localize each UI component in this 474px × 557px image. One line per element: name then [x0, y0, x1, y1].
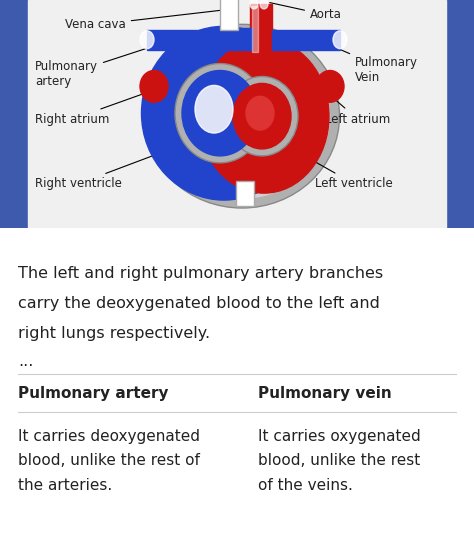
Ellipse shape [260, 0, 268, 9]
Text: of the veins.: of the veins. [258, 477, 353, 492]
Text: It carries oxygenated: It carries oxygenated [258, 429, 421, 444]
Text: blood, unlike the rest: blood, unlike the rest [258, 453, 420, 468]
Ellipse shape [140, 71, 168, 102]
Ellipse shape [250, 0, 258, 9]
Text: Vena cava: Vena cava [65, 10, 221, 31]
Text: Left atrium: Left atrium [322, 88, 390, 126]
Bar [220, 0, 238, 30]
Text: Pulmonary
artery: Pulmonary artery [35, 42, 164, 89]
Ellipse shape [246, 96, 274, 130]
Ellipse shape [233, 84, 291, 149]
Text: Right atrium: Right atrium [35, 87, 161, 126]
Bar [446, 0, 474, 228]
Ellipse shape [140, 31, 154, 48]
Ellipse shape [182, 71, 258, 156]
Bar [217, 28, 252, 50]
Ellipse shape [226, 76, 298, 156]
Ellipse shape [142, 26, 307, 200]
Text: Pulmonary
Vein: Pulmonary Vein [325, 43, 418, 84]
Text: It carries deoxygenated: It carries deoxygenated [18, 429, 200, 444]
Text: Aorta: Aorta [270, 3, 342, 21]
Bar [236, 180, 254, 206]
Text: blood, unlike the rest of: blood, unlike the rest of [18, 453, 200, 468]
Text: ...: ... [18, 354, 33, 369]
Ellipse shape [175, 63, 265, 163]
Ellipse shape [333, 31, 347, 48]
Text: Right ventricle: Right ventricle [35, 142, 190, 190]
Text: Pulmonary vein: Pulmonary vein [258, 386, 392, 401]
Text: Left ventricle: Left ventricle [290, 147, 393, 190]
Bar [252, 6, 258, 52]
Bar [0, 0, 28, 228]
Ellipse shape [316, 71, 344, 102]
Text: the arteries.: the arteries. [18, 477, 112, 492]
Ellipse shape [155, 34, 329, 198]
Ellipse shape [195, 85, 233, 133]
Text: Pulmonary artery: Pulmonary artery [18, 386, 168, 401]
Text: carry the deoxygenated blood to the left and: carry the deoxygenated blood to the left… [18, 296, 380, 311]
Bar [250, 4, 272, 53]
Text: right lungs respectively.: right lungs respectively. [18, 326, 210, 341]
Ellipse shape [199, 39, 329, 193]
Ellipse shape [145, 25, 339, 208]
Bar [147, 30, 217, 50]
Text: The left and right pulmonary artery branches: The left and right pulmonary artery bran… [18, 266, 383, 281]
Bar [28, 0, 446, 228]
Bar [272, 30, 340, 50]
